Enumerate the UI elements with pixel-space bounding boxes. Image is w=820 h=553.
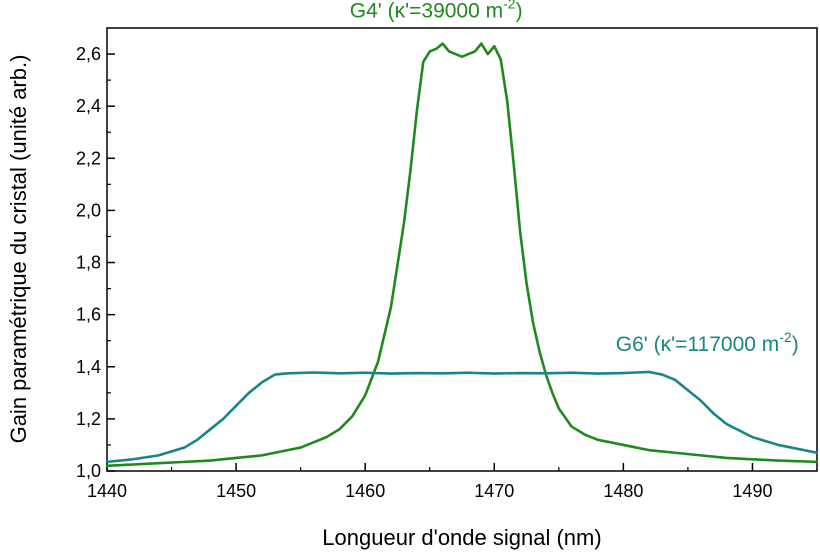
y-axis-label: Gain paramétrique du cristal (unité arb.… — [6, 55, 31, 444]
y-tick-label: 2,0 — [76, 200, 101, 220]
x-tick-label: 1460 — [345, 481, 385, 501]
series-layer — [105, 42, 819, 468]
x-tick-label: 1440 — [87, 481, 127, 501]
series-line-g6 — [105, 370, 819, 464]
y-tick-label: 1,6 — [76, 305, 101, 325]
annotation-g6: G6' (κ'=117000 m-2) — [616, 329, 799, 356]
series-line-g4 — [105, 42, 819, 468]
y-tick-label: 1,8 — [76, 253, 101, 273]
y-tick-label: 1,2 — [76, 409, 101, 429]
x-tick-label: 1480 — [603, 481, 643, 501]
plot-frame — [106, 27, 818, 472]
annotation-layer: G4' (κ'=39000 m-2) G6' (κ'=117000 m-2) — [350, 0, 799, 356]
x-tick-label: 1450 — [216, 481, 256, 501]
y-tick-label: 2,6 — [76, 44, 101, 64]
y-axis-ticks: 1,0 1,2 1,4 1,6 1,8 2,0 2,2 2,4 2,6 — [76, 44, 115, 481]
x-axis-label: Longueur d'onde signal (nm) — [322, 525, 601, 550]
x-axis-ticks: 1440 1450 1460 1470 1480 1490 — [87, 463, 772, 501]
x-tick-label: 1490 — [732, 481, 772, 501]
x-tick-label: 1470 — [474, 481, 514, 501]
y-tick-label: 2,4 — [76, 96, 101, 116]
annotation-g4: G4' (κ'=39000 m-2) — [350, 0, 523, 23]
y-tick-label: 1,4 — [76, 357, 101, 377]
y-tick-label: 2,2 — [76, 148, 101, 168]
y-tick-label: 1,0 — [76, 461, 101, 481]
